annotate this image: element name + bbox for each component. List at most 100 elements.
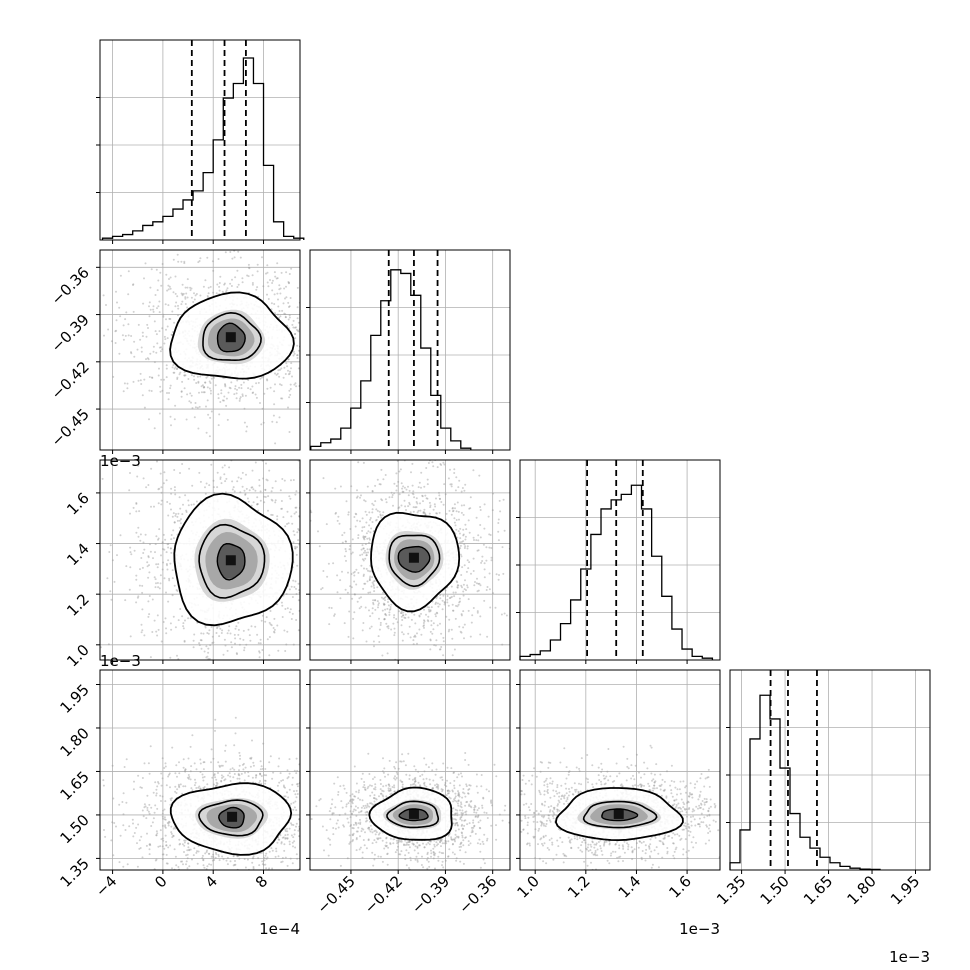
sample-point (302, 843, 304, 845)
sample-point (479, 633, 482, 636)
sample-point (502, 498, 505, 501)
sample-point (180, 260, 183, 263)
sample-point (353, 570, 356, 573)
sample-point (378, 628, 381, 631)
sample-point (363, 535, 366, 538)
sample-point (411, 484, 414, 487)
sample-point (126, 863, 129, 866)
sample-point (76, 351, 78, 353)
sample-point (199, 771, 202, 773)
sample-point (341, 570, 343, 573)
sample-point (130, 335, 133, 337)
sample-point (252, 855, 255, 858)
sample-point (193, 784, 196, 787)
sample-point (243, 421, 246, 424)
sample-point (398, 493, 401, 496)
sample-point (497, 539, 500, 542)
sample-point (455, 580, 458, 583)
sample-point (198, 391, 200, 394)
sample-point (217, 900, 219, 902)
sample-point (434, 613, 437, 616)
sample-point (259, 499, 262, 502)
sample-point (132, 380, 135, 383)
sample-point (368, 541, 370, 544)
sample-point (274, 312, 276, 315)
sample-point (214, 242, 216, 244)
sample-point (152, 305, 155, 308)
sample-point (283, 366, 286, 369)
sample-point (457, 603, 460, 606)
sample-point (245, 473, 247, 476)
sample-point (139, 568, 141, 571)
sample-point (190, 296, 193, 299)
sample-point (442, 636, 445, 639)
sample-point (221, 290, 224, 293)
sample-point (191, 407, 194, 410)
sample-point (176, 590, 179, 592)
sample-point (124, 318, 127, 321)
sample-point (416, 642, 418, 645)
sample-point (104, 835, 107, 838)
sample-point (200, 391, 203, 394)
sample-point (236, 388, 238, 391)
sample-point (181, 283, 184, 286)
sample-point (361, 544, 364, 547)
sample-point (149, 745, 152, 748)
sample-point (283, 312, 286, 315)
sample-point (266, 264, 269, 267)
sample-point (129, 635, 132, 638)
sample-point (463, 489, 466, 492)
sample-point (425, 467, 428, 469)
sample-point (122, 338, 125, 341)
sample-point (479, 615, 482, 618)
sample-point (438, 511, 441, 514)
sample-point (125, 758, 128, 761)
sample-point (183, 387, 186, 390)
sample-point (387, 627, 390, 630)
sample-point (302, 807, 304, 809)
sample-point (157, 374, 160, 377)
sample-point (174, 292, 177, 295)
sample-point (439, 594, 442, 597)
sample-point (194, 778, 196, 781)
sample-point (284, 837, 287, 840)
sample-point (429, 638, 432, 641)
sample-point (301, 326, 303, 328)
sample-point (345, 245, 347, 247)
sample-point (137, 823, 140, 826)
sample-point (381, 499, 384, 502)
sample-point (193, 378, 196, 381)
sample-point (343, 555, 346, 558)
sample-point (168, 502, 171, 505)
sample-point (400, 612, 403, 615)
sample-point (296, 344, 299, 347)
sample-point (207, 292, 210, 295)
sample-point (377, 604, 380, 606)
sample-point (290, 618, 293, 620)
sample-point (145, 358, 147, 361)
sample-point (285, 271, 288, 274)
sample-point (110, 340, 113, 343)
sample-point (440, 455, 442, 457)
sample-point (425, 613, 427, 616)
sample-point (155, 794, 158, 797)
sample-point (164, 765, 167, 768)
sample-point (141, 335, 144, 338)
sample-point (433, 644, 436, 647)
sample-point (177, 512, 180, 515)
sample-point (426, 497, 429, 500)
sample-point (268, 621, 271, 624)
sample-point (307, 583, 309, 585)
sample-point (300, 872, 302, 874)
sample-point (304, 586, 306, 588)
sample-point (254, 625, 257, 628)
sample-point (436, 602, 439, 605)
sample-point (295, 328, 298, 331)
sample-point (150, 467, 153, 470)
sample-point (178, 519, 181, 522)
sample-point (404, 505, 407, 508)
sample-point (395, 472, 398, 475)
sample-point (429, 639, 432, 642)
sample-point (95, 819, 97, 821)
sample-point (363, 537, 365, 540)
